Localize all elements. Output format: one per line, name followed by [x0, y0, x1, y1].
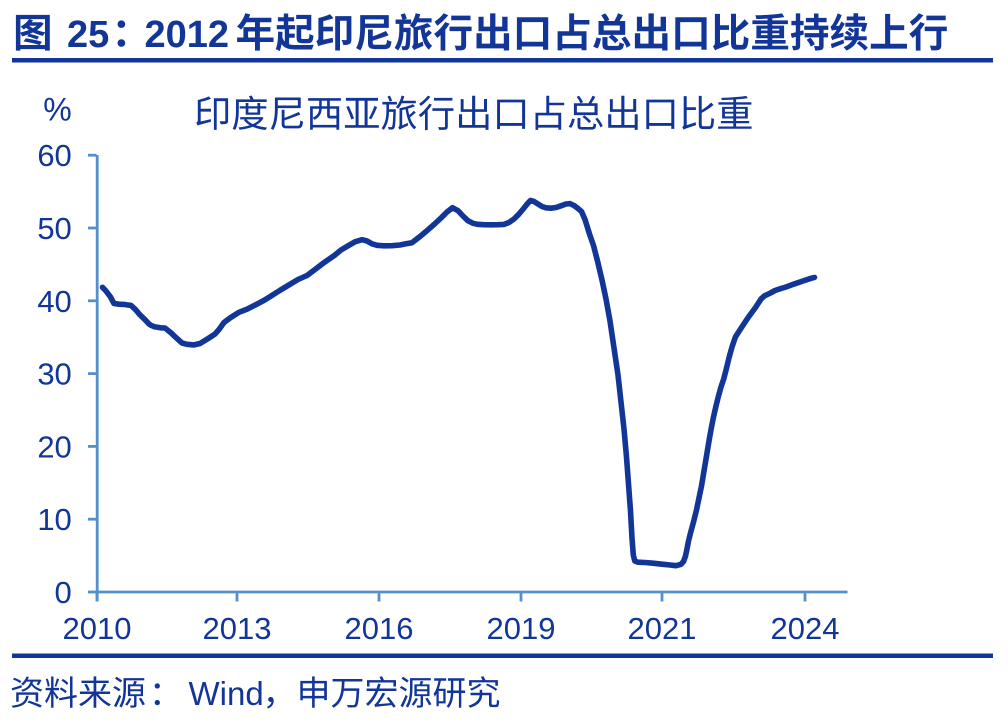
svg-text:0: 0	[55, 575, 72, 610]
svg-text:2012: 2012	[145, 14, 230, 56]
svg-text:Wind: Wind	[189, 675, 264, 712]
svg-text:2010: 2010	[63, 611, 132, 646]
svg-text:2019: 2019	[487, 611, 556, 646]
svg-text:2021: 2021	[628, 611, 697, 646]
svg-text:2013: 2013	[203, 611, 272, 646]
svg-text:10: 10	[37, 502, 71, 537]
svg-text:30: 30	[37, 357, 71, 392]
svg-text:20: 20	[37, 429, 71, 464]
svg-text:%: %	[43, 92, 71, 128]
svg-text:40: 40	[37, 284, 71, 319]
svg-text:60: 60	[37, 138, 71, 173]
svg-text:2024: 2024	[771, 611, 840, 646]
svg-text:50: 50	[37, 211, 71, 246]
svg-text:2016: 2016	[345, 611, 414, 646]
svg-text:25: 25	[67, 14, 109, 56]
